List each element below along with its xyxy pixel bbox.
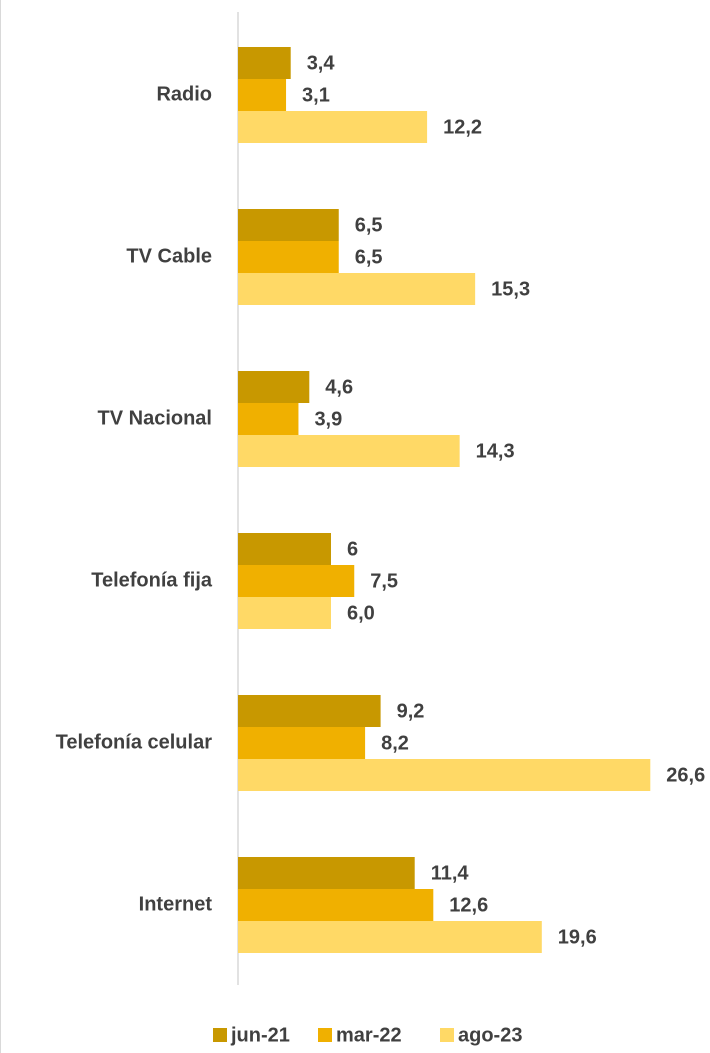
data-label: 4,6 xyxy=(325,376,353,398)
data-label: 12,6 xyxy=(449,894,488,916)
bar xyxy=(238,111,428,143)
data-label: 12,2 xyxy=(443,116,482,138)
bar xyxy=(238,533,331,565)
bar xyxy=(238,209,339,241)
bar xyxy=(238,857,415,889)
data-label: 8,2 xyxy=(381,732,409,754)
bar xyxy=(238,47,291,79)
data-label: 11,4 xyxy=(431,862,470,884)
bar xyxy=(238,921,542,953)
category-label: TV Cable xyxy=(126,245,212,267)
data-label: 6,0 xyxy=(347,602,375,624)
category-label: Radio xyxy=(156,83,212,105)
bar xyxy=(238,79,287,111)
data-label: 6,5 xyxy=(355,214,383,236)
bar xyxy=(238,695,381,727)
bar xyxy=(238,759,651,791)
category-label: Telefonía fija xyxy=(91,569,213,591)
bar xyxy=(238,889,434,921)
legend-swatch xyxy=(440,1028,454,1042)
bar xyxy=(238,435,460,467)
bar xyxy=(238,597,331,629)
data-label: 7,5 xyxy=(370,570,398,592)
bar xyxy=(238,565,355,597)
data-label: 6 xyxy=(347,538,358,560)
bar xyxy=(238,727,366,759)
bar xyxy=(238,273,476,305)
data-label: 15,3 xyxy=(491,278,530,300)
legend-swatch xyxy=(318,1028,332,1042)
legend-swatch xyxy=(213,1028,227,1042)
legend-label: mar-22 xyxy=(336,1024,402,1046)
category-label: Telefonía celular xyxy=(56,731,213,753)
data-label: 6,5 xyxy=(355,246,383,268)
bar xyxy=(238,403,299,435)
data-label: 9,2 xyxy=(397,700,425,722)
bar xyxy=(238,241,339,273)
data-label: 26,6 xyxy=(666,764,705,786)
data-label: 3,4 xyxy=(307,52,336,74)
category-label: Internet xyxy=(139,893,213,915)
data-label: 14,3 xyxy=(476,440,515,462)
data-label: 3,9 xyxy=(314,408,342,430)
category-label: TV Nacional xyxy=(98,407,212,429)
data-label: 19,6 xyxy=(558,926,597,948)
legend-label: ago-23 xyxy=(458,1024,522,1046)
data-label: 3,1 xyxy=(302,84,330,106)
legend-label: jun-21 xyxy=(230,1024,290,1046)
bar xyxy=(238,371,310,403)
